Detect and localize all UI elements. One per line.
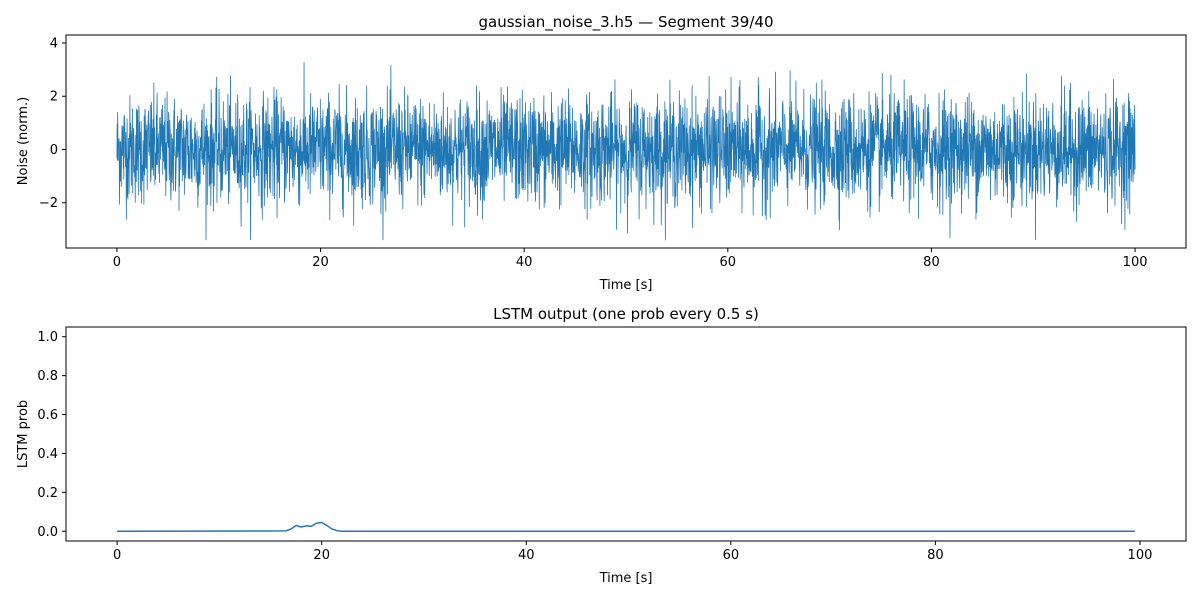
noise-x-tick-label: 60	[720, 255, 737, 270]
lstm-series-line	[117, 521, 1135, 533]
lstm-x-tick-label: 0	[113, 548, 121, 563]
noise-y-tick-label: −2	[39, 196, 58, 211]
noise-x-ticks: 0 20 40 60 80 100	[113, 248, 1148, 270]
noise-series-line	[116, 61, 1136, 241]
lstm-chart-title: LSTM output (one prob every 0.5 s)	[493, 305, 759, 323]
lstm-y-tick-label: 1.0	[37, 330, 58, 345]
noise-x-tick-label: 0	[113, 255, 121, 270]
lstm-y-tick-label: 0.4	[37, 447, 58, 462]
lstm-x-tick-label: 20	[313, 548, 330, 563]
noise-y-ticks: −2 0 2 4	[39, 36, 66, 211]
lstm-y-tick-label: 0.6	[37, 408, 58, 423]
noise-chart-title: gaussian_noise_3.h5 — Segment 39/40	[478, 13, 773, 32]
noise-y-tick-label: 2	[50, 90, 58, 105]
noise-x-tick-label: 20	[312, 255, 329, 270]
lstm-axes-frame	[65, 326, 1187, 542]
lstm-panel: LSTM output (one prob every 0.5 s) 0 20 40…	[16, 305, 1187, 586]
lstm-y-tick-label: 0.0	[37, 525, 58, 540]
lstm-y-tick-label: 0.2	[37, 486, 58, 501]
noise-x-tick-label: 80	[923, 255, 940, 270]
lstm-x-ticks: 0 20 40 60 80 100	[113, 541, 1152, 563]
lstm-y-ticks: 0.0 0.2 0.4 0.6 0.8 1.0	[37, 330, 66, 540]
lstm-y-tick-label: 0.8	[37, 369, 58, 384]
lstm-plot-area	[65, 326, 1187, 542]
noise-plot-area	[65, 34, 1187, 249]
noise-x-tick-label: 100	[1123, 255, 1148, 270]
noise-axes-frame	[65, 34, 1187, 249]
noise-x-tick-label: 40	[516, 255, 533, 270]
noise-y-tick-label: 0	[50, 143, 58, 158]
lstm-y-axis-label: LSTM prob	[16, 400, 31, 468]
lstm-x-tick-label: 60	[723, 548, 740, 563]
noise-panel: gaussian_noise_3.h5 — Segment 39/40 0 20 4…	[16, 13, 1187, 293]
lstm-x-tick-label: 100	[1128, 548, 1153, 563]
noise-x-axis-label: Time [s]	[599, 278, 653, 293]
noise-y-axis-label: Noise (norm.)	[16, 97, 31, 185]
lstm-x-tick-label: 80	[927, 548, 944, 563]
lstm-x-tick-label: 40	[518, 548, 535, 563]
lstm-x-axis-label: Time [s]	[599, 571, 653, 586]
noise-y-tick-label: 4	[50, 36, 58, 51]
